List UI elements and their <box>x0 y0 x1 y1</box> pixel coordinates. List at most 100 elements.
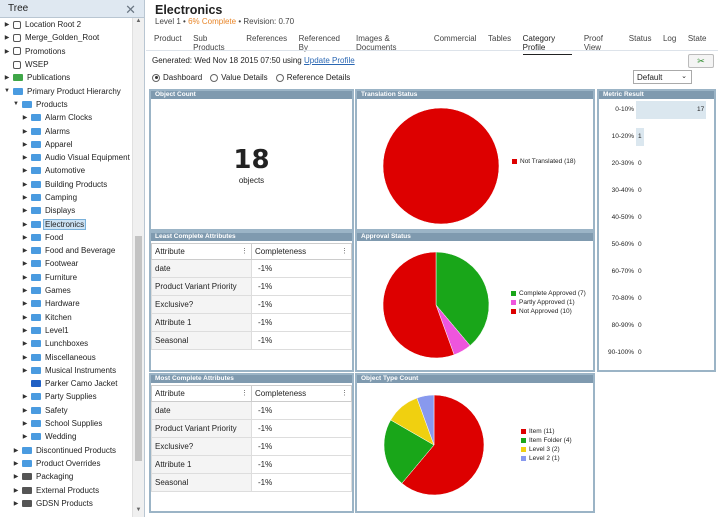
tab-log[interactable]: Log <box>662 34 677 43</box>
tree-item[interactable]: ▶ Building Products <box>0 178 132 191</box>
tree-item[interactable]: ▶ Food <box>0 231 132 244</box>
table-row[interactable]: Exclusive? -1% <box>151 437 352 456</box>
collapse-arrow-icon[interactable]: ▼ <box>4 88 10 95</box>
tree-item[interactable]: ▶ Wedding <box>0 430 132 443</box>
expand-arrow-icon[interactable]: ▶ <box>13 447 19 454</box>
view-radio-value-details[interactable]: Value Details <box>210 73 268 82</box>
tab-status[interactable]: Status <box>628 34 652 43</box>
pie-slice[interactable] <box>435 251 490 346</box>
tab-sub-products[interactable]: Sub Products <box>193 34 225 52</box>
scroll-down-icon[interactable]: ▼ <box>135 507 142 513</box>
expand-arrow-icon[interactable]: ▶ <box>22 274 28 281</box>
column-header-completeness[interactable]: Completeness ⋮ <box>251 243 352 260</box>
expand-arrow-icon[interactable]: ▶ <box>22 155 28 162</box>
tree-item[interactable]: ▶ Product Overrides <box>0 457 132 470</box>
tree-item[interactable]: ▶ Furniture <box>0 271 132 284</box>
expand-arrow-icon[interactable]: ▶ <box>22 168 28 175</box>
tree-item[interactable]: ▶ Packaging <box>0 470 132 483</box>
tab-product[interactable]: Product <box>154 34 182 43</box>
expand-arrow-icon[interactable]: ▶ <box>22 181 28 188</box>
pie-slice[interactable] <box>382 107 500 225</box>
column-menu-icon[interactable]: ⋮ <box>241 248 248 255</box>
expand-arrow-icon[interactable]: ▶ <box>22 234 28 241</box>
tab-proof-view[interactable]: Proof View <box>583 34 603 52</box>
tree-item[interactable]: ▼ Products <box>0 98 132 111</box>
collapse-arrow-icon[interactable]: ▼ <box>13 101 19 108</box>
tab-tables[interactable]: Tables <box>488 34 512 43</box>
tree-item[interactable]: ▶ Footwear <box>0 257 132 270</box>
column-header-completeness[interactable]: Completeness ⋮ <box>251 385 352 402</box>
tree-scrollbar[interactable]: ▲ ▼ <box>132 18 144 517</box>
expand-arrow-icon[interactable]: ▶ <box>22 407 28 414</box>
tree-item[interactable]: ▶ Merge_Golden_Root <box>0 31 132 44</box>
tree-item[interactable]: WSEP <box>0 58 132 71</box>
tree-item[interactable]: ▶ Lunchboxes <box>0 337 132 350</box>
tree-item[interactable]: ▶ GDSN Products <box>0 497 132 510</box>
expand-arrow-icon[interactable]: ▶ <box>4 48 10 55</box>
table-row[interactable]: Attribute 1 -1% <box>151 455 352 474</box>
expand-arrow-icon[interactable]: ▶ <box>22 301 28 308</box>
expand-arrow-icon[interactable]: ▶ <box>22 248 28 255</box>
tree-item[interactable]: ▶ Automotive <box>0 164 132 177</box>
scroll-up-icon[interactable]: ▲ <box>135 18 142 24</box>
expand-arrow-icon[interactable]: ▶ <box>22 341 28 348</box>
table-row[interactable]: Seasonal -1% <box>151 473 352 492</box>
view-radio-reference-details[interactable]: Reference Details <box>275 73 350 82</box>
tree-item[interactable]: ▶ Party Supplies <box>0 390 132 403</box>
expand-arrow-icon[interactable]: ▶ <box>22 261 28 268</box>
tree-item[interactable]: ▶ Musical Instruments <box>0 364 132 377</box>
expand-arrow-icon[interactable]: ▶ <box>13 487 19 494</box>
tree-item[interactable]: ▶ Audio Visual Equipment <box>0 151 132 164</box>
table-row[interactable]: Product Variant Priority -1% <box>151 419 352 438</box>
tree-item[interactable]: ▶ Electronics <box>0 217 132 230</box>
tree-item[interactable]: ▶ Location Root 2 <box>0 18 132 31</box>
tree-item[interactable]: ▶ Publications <box>0 71 132 84</box>
column-header-attribute[interactable]: Attribute ⋮ <box>151 385 252 402</box>
expand-arrow-icon[interactable]: ▶ <box>22 115 28 122</box>
tree-item[interactable]: Parker Camo Jacket <box>0 377 132 390</box>
tree-item[interactable]: ▶ Safety <box>0 404 132 417</box>
tree-item[interactable]: ▼ Primary Product Hierarchy <box>0 84 132 97</box>
column-menu-icon[interactable]: ⋮ <box>341 390 348 397</box>
expand-arrow-icon[interactable]: ▶ <box>22 327 28 334</box>
view-radio-dashboard[interactable]: Dashboard <box>152 73 202 82</box>
expand-arrow-icon[interactable]: ▶ <box>22 288 28 295</box>
tree-item[interactable]: ▶ School Supplies <box>0 417 132 430</box>
column-menu-icon[interactable]: ⋮ <box>341 248 348 255</box>
expand-arrow-icon[interactable]: ▶ <box>22 394 28 401</box>
tree-item[interactable]: ▶ Camping <box>0 191 132 204</box>
expand-arrow-icon[interactable]: ▶ <box>13 474 19 481</box>
expand-arrow-icon[interactable]: ▶ <box>4 35 10 42</box>
profile-select[interactable]: Default ⌄ <box>633 70 692 84</box>
expand-arrow-icon[interactable]: ▶ <box>13 460 19 467</box>
table-row[interactable]: Product Variant Priority -1% <box>151 277 352 296</box>
table-row[interactable]: date -1% <box>151 401 352 420</box>
tree-item[interactable]: ▶ Apparel <box>0 138 132 151</box>
pie-slice[interactable] <box>383 419 435 484</box>
expand-arrow-icon[interactable]: ▶ <box>22 314 28 321</box>
radio-button[interactable] <box>210 73 219 82</box>
tab-references[interactable]: References <box>246 34 288 43</box>
tree-item[interactable]: ▶ Hardware <box>0 297 132 310</box>
tree-item[interactable]: ▶ Kitchen <box>0 311 132 324</box>
expand-arrow-icon[interactable]: ▶ <box>4 22 10 29</box>
expand-arrow-icon[interactable]: ▶ <box>22 195 28 201</box>
tree-item[interactable]: ▶ Food and Beverage <box>0 244 132 257</box>
tab-category-profile[interactable]: Category Profile <box>522 34 573 55</box>
tree-item[interactable]: ▶ Promotions <box>0 45 132 58</box>
table-row[interactable]: Exclusive? -1% <box>151 295 352 314</box>
pie-slice[interactable] <box>401 394 485 496</box>
expand-arrow-icon[interactable]: ▶ <box>13 500 19 507</box>
expand-arrow-icon[interactable]: ▶ <box>22 141 28 148</box>
table-row[interactable]: Attribute 1 -1% <box>151 313 352 332</box>
tab-images-documents[interactable]: Images & Documents <box>356 34 397 52</box>
tab-referenced-by[interactable]: Referenced By <box>298 34 340 52</box>
expand-arrow-icon[interactable]: ▶ <box>22 367 28 374</box>
expand-arrow-icon[interactable]: ▶ <box>22 221 28 228</box>
tab-commercial[interactable]: Commercial <box>433 34 477 43</box>
table-row[interactable]: Seasonal -1% <box>151 331 352 350</box>
pie-slice[interactable] <box>382 251 455 359</box>
tree-item[interactable]: ▶ Miscellaneous <box>0 350 132 363</box>
radio-button[interactable] <box>152 73 160 82</box>
expand-arrow-icon[interactable]: ▶ <box>4 75 10 82</box>
